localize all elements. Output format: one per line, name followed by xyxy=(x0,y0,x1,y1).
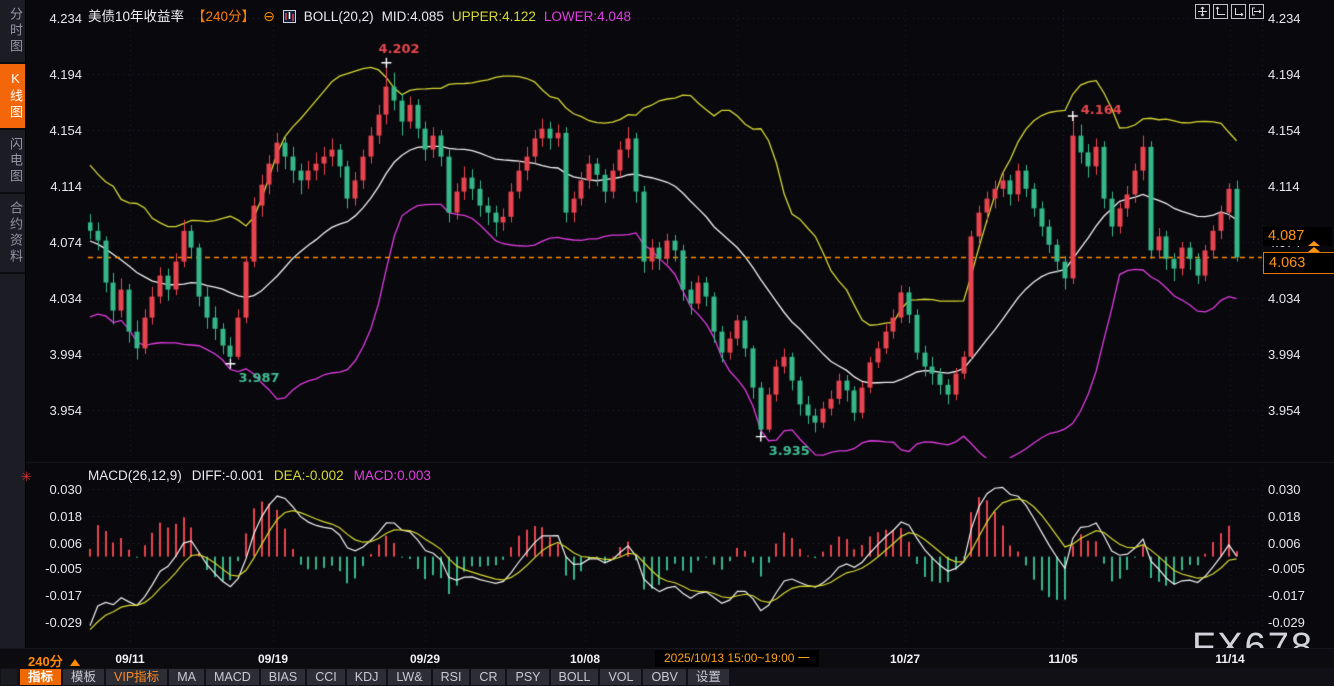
price-tick-label: 4.034 xyxy=(1268,291,1301,306)
macd-tick-label: 0.018 xyxy=(1268,509,1301,524)
price-tick-label: 4.234 xyxy=(26,11,82,26)
macd-params-label: MACD(26,12,9) xyxy=(88,468,182,483)
toolbar-button[interactable]: KDJ xyxy=(347,669,387,685)
period-up-arrow-icon xyxy=(70,659,80,666)
period-tag: 【240分】 xyxy=(192,9,255,24)
macd-diff-value: DIFF:-0.001 xyxy=(192,468,264,483)
chart-app: 美债10年收益率【240分】 ⊖ BOLL(20,2) MID:4.085 UPPER:… xyxy=(0,0,1334,686)
candlestick-chart-canvas[interactable] xyxy=(0,0,1334,648)
macd-tick-label: 0.018 xyxy=(26,509,82,524)
boll-mid-value: MID:4.085 xyxy=(382,9,444,24)
toolbar-button[interactable]: CR xyxy=(471,669,505,685)
toolbar-button[interactable]: PSY xyxy=(507,669,548,685)
price-tick-label: 4.114 xyxy=(1268,179,1300,194)
macd-hist-value: MACD:0.003 xyxy=(354,468,431,483)
date-label: 10/08 xyxy=(570,652,600,666)
toolbar-button[interactable]: VIP指标 xyxy=(106,669,167,685)
time-axis-row: 240分 2025/10/13 15:00~19:00 一 09/1109/19… xyxy=(0,648,1334,669)
toolbar-button[interactable]: RSI xyxy=(433,669,470,685)
toolbar-button[interactable]: 指标 xyxy=(20,669,61,685)
price-tick-label: 3.994 xyxy=(1268,347,1301,362)
toolbar-button[interactable]: MACD xyxy=(206,669,259,685)
price-tick-label: 4.034 xyxy=(26,291,82,306)
macd-tick-label: 0.030 xyxy=(1268,482,1301,497)
instrument-title: 美债10年收益率 xyxy=(88,9,184,24)
date-label: 09/11 xyxy=(115,652,144,666)
boll-upper-value: UPPER:4.122 xyxy=(452,9,536,24)
date-label: 09/19 xyxy=(258,652,288,666)
macd-tick-label: 0.030 xyxy=(26,482,82,497)
price-tick-label: 4.074 xyxy=(26,235,82,250)
price-tick-label: 3.994 xyxy=(26,347,82,362)
toolbar-button[interactable]: BOLL xyxy=(551,669,599,685)
date-label: 10/27 xyxy=(890,652,920,666)
toolbar-button[interactable]: MA xyxy=(169,669,204,685)
sidebar-item-active[interactable]: K线图 xyxy=(0,64,25,130)
macd-tick-label: 0.006 xyxy=(26,536,82,551)
date-label: 09/29 xyxy=(410,652,440,666)
price-tick-label: 4.114 xyxy=(26,179,82,194)
reference-price-box: 4.087 xyxy=(1263,227,1332,246)
window-toolbar xyxy=(1195,4,1264,19)
macd-tick-label: -0.005 xyxy=(26,561,82,576)
toolbar-button[interactable]: CCI xyxy=(307,669,345,685)
sidebar-item-tab[interactable]: 分时图 xyxy=(0,0,25,64)
macd-tick-label: 0.006 xyxy=(1268,536,1301,551)
price-tick-label: 4.194 xyxy=(1268,67,1301,82)
price-tick-label: 4.154 xyxy=(1268,123,1301,138)
boll-params-label: BOLL(20,2) xyxy=(304,9,374,24)
boll-indicator-icon xyxy=(283,10,296,26)
shift-chart-right-icon[interactable] xyxy=(1249,4,1264,19)
macd-header: MACD(26,12,9) DIFF:-0.001 DEA:-0.002 MACD:0… xyxy=(88,468,441,483)
sidebar-item-tab[interactable]: 闪电图 xyxy=(0,130,25,194)
last-price-box: 4.063 xyxy=(1263,252,1334,274)
macd-settings-icon[interactable]: ✳ xyxy=(21,469,32,485)
toolbar-button[interactable]: 设置 xyxy=(688,669,729,685)
toolbar-button[interactable]: 模板 xyxy=(63,669,104,685)
macd-tick-label: -0.017 xyxy=(26,588,82,603)
date-label: 11/14 xyxy=(1215,652,1244,666)
date-label: 11/05 xyxy=(1048,652,1077,666)
macd-dea-value: DEA:-0.002 xyxy=(274,468,344,483)
session-highlight-label: 2025/10/13 15:00~19:00 一 xyxy=(655,650,819,667)
boll-lower-value: LOWER:4.048 xyxy=(544,9,631,24)
toolbar-button[interactable]: LW& xyxy=(388,669,430,685)
chart-header: 美债10年收益率【240分】 ⊖ BOLL(20,2) MID:4.085 UPPER:… xyxy=(88,5,639,26)
price-tick-label: 4.194 xyxy=(26,67,82,82)
sidebar-item-tab[interactable]: 合约资料 xyxy=(0,194,25,274)
macd-tick-label: -0.005 xyxy=(1268,561,1305,576)
scale-x-axis-icon[interactable] xyxy=(1231,4,1246,19)
price-tick-label: 4.234 xyxy=(1268,11,1301,26)
toolbar-corner-button[interactable] xyxy=(1,669,17,685)
toolbar-button[interactable]: OBV xyxy=(643,669,685,685)
toolbar-button[interactable]: BIAS xyxy=(261,669,306,685)
macd-tick-label: -0.029 xyxy=(26,615,82,630)
collapse-icon[interactable]: ⊖ xyxy=(263,8,275,24)
price-tick-label: 4.154 xyxy=(26,123,82,138)
macd-tick-label: -0.017 xyxy=(1268,588,1305,603)
indicator-toolbar: 指标模板VIP指标MAMACDBIASCCIKDJLW&RSICRPSYBOLL… xyxy=(0,668,1334,686)
price-tick-label: 3.954 xyxy=(26,403,82,418)
scale-y-axis-icon[interactable] xyxy=(1213,4,1228,19)
toolbar-button[interactable]: VOL xyxy=(600,669,641,685)
pan-chart-icon[interactable] xyxy=(1195,4,1210,19)
price-tick-label: 3.954 xyxy=(1268,403,1301,418)
chart-type-sidebar: 分时图K线图闪电图合约资料 xyxy=(0,0,26,648)
price-up-arrow-icon xyxy=(1308,241,1320,253)
